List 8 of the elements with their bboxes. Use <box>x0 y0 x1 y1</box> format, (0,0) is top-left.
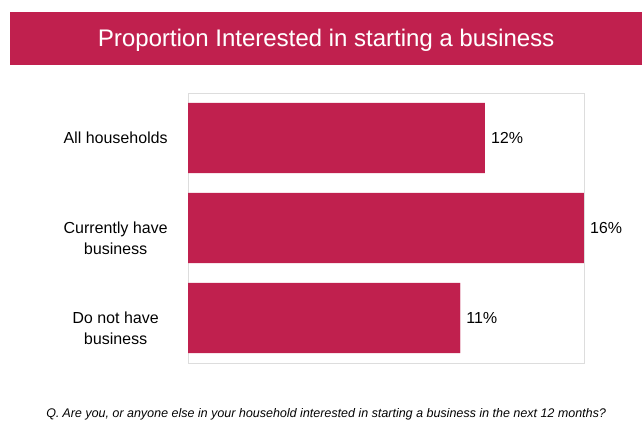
data-label: 16% <box>590 220 622 237</box>
data-label: 12% <box>491 130 524 147</box>
text: Q. Are you, or anyone else in your household interested in starting a business in the next 12 months? <box>46 406 606 420</box>
data-label: 11% <box>466 310 498 327</box>
chart-title: Proportion Interested in starting a business <box>98 25 554 52</box>
y-tick-label: All households <box>63 130 168 147</box>
y-tick-label: Currently have business <box>63 220 168 258</box>
y-tick-label: Do not have business <box>72 310 159 348</box>
